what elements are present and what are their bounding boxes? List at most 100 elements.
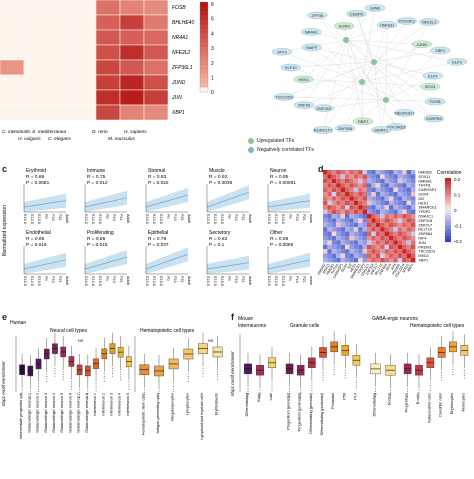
- corr-cell: [402, 170, 407, 175]
- panel-e: Human Neural cell types Hematopoietic cell…: [0, 314, 230, 474]
- corr-cell: [340, 218, 345, 223]
- outlier-point: [322, 374, 324, 376]
- category-label: Erythrocytes: [450, 393, 454, 414]
- corr-cell: [336, 200, 341, 206]
- corr-cell: [389, 174, 394, 179]
- corr-cell: [406, 209, 411, 214]
- corr-gene-label: MLLT10: [418, 228, 432, 232]
- category-label: Megakaryocytes: [171, 393, 175, 421]
- corr-cell: [336, 231, 341, 236]
- trend-line: [23, 259, 67, 270]
- corr-cell: [367, 227, 372, 232]
- category-label: Progenitors: [405, 393, 409, 413]
- legend-blue-dot-icon: [248, 147, 254, 153]
- outlier-point: [311, 387, 313, 389]
- network-node: [312, 126, 334, 134]
- heatmap-cell: [143, 59, 169, 76]
- heatmap-cell: [23, 29, 49, 46]
- x-tick: E12.5: [30, 276, 34, 286]
- corr-gene-label: XBP1: [418, 259, 428, 263]
- corr-cell: [358, 222, 363, 228]
- corr-gene-label: HES1: [418, 201, 428, 205]
- trend-line: [145, 253, 189, 270]
- outlier-point: [407, 390, 409, 392]
- network-edge: [361, 81, 364, 122]
- panel-f-label: f: [231, 312, 234, 322]
- corr-cell: [402, 231, 407, 236]
- outlier-point: [390, 389, 391, 391]
- outlier-point: [271, 382, 273, 384]
- x-tick: E12.5: [213, 214, 217, 224]
- corr-cell: [384, 258, 389, 263]
- outlier-point: [202, 368, 204, 370]
- category-label: Interneuron 5: [126, 393, 130, 416]
- network-node: [346, 10, 367, 18]
- corr-cell: [397, 236, 403, 241]
- corr-cell: [331, 258, 337, 263]
- group-neural: Neural cell types: [50, 328, 87, 334]
- colorbar-segment: [445, 235, 451, 239]
- corr-cell: [397, 244, 403, 250]
- corr-cell: [345, 258, 350, 263]
- corr-cell: [349, 187, 354, 192]
- colorbar-tick: 1: [211, 76, 214, 82]
- category-label: Progenitors (postnatal): [298, 392, 302, 431]
- heatmap-cell: [119, 104, 145, 121]
- network-node-label: ZNF536: [338, 126, 353, 131]
- heatmap-cell: [0, 29, 25, 46]
- corr-cell: [353, 214, 359, 219]
- corr-cell: [375, 170, 381, 175]
- corr-cell: [353, 253, 359, 258]
- outlier-point: [143, 391, 145, 393]
- outlier-point: [322, 371, 324, 373]
- heatmap-cell: [95, 44, 121, 61]
- corr-cell: [397, 227, 403, 232]
- outlier-point: [128, 381, 130, 383]
- corr-cell: [375, 240, 381, 245]
- corr-gene-label: JUN: [418, 241, 426, 245]
- colorbar-segment: [445, 184, 451, 188]
- gene-label: FOSB: [172, 5, 186, 11]
- network-node: [313, 104, 334, 112]
- network-node-label: ATF3: [277, 49, 287, 54]
- corr-gene-label: ID2: [418, 197, 424, 201]
- outlier-point: [120, 376, 122, 378]
- corr-cell: [384, 240, 389, 245]
- x-tick: P10: [295, 276, 299, 283]
- colorbar-segment: [200, 83, 208, 88]
- group-gaba: GABA-ergic neurons: [372, 316, 418, 322]
- heatmap-cell: [23, 0, 49, 16]
- heatmap-cell: [71, 0, 97, 16]
- outlier-point: [375, 388, 376, 390]
- network-node: [280, 63, 301, 72]
- corr-cell: [323, 227, 328, 232]
- corr-cell: [362, 236, 367, 241]
- corr-cell: [406, 258, 411, 263]
- corr-cell: [358, 258, 363, 263]
- network-node: [293, 101, 315, 109]
- corr-cell: [389, 205, 394, 210]
- corr-cell: [345, 187, 350, 192]
- corr-cell: [402, 253, 407, 258]
- network-edge: [345, 99, 387, 129]
- outlier-point: [344, 377, 346, 379]
- category-label: Glutamatergic neuron 5: [60, 393, 64, 433]
- heatmap-cell: [143, 89, 169, 106]
- corr-cell: [389, 200, 394, 206]
- outlier-point: [463, 374, 465, 376]
- corr-cell: [367, 214, 372, 219]
- corr-cell: [349, 170, 354, 175]
- network-edge: [317, 15, 387, 101]
- x-tick: P0: [44, 276, 48, 281]
- corr-cell: [362, 222, 367, 228]
- outlier-point: [87, 395, 89, 397]
- network-edge: [345, 39, 435, 119]
- corr-cell: [384, 209, 389, 214]
- x-tick: E15.5: [37, 276, 41, 286]
- network-edge: [373, 50, 441, 63]
- outlier-point: [46, 376, 48, 378]
- corr-cell: [323, 258, 328, 263]
- corr-cell: [384, 244, 389, 250]
- corr-cell: [384, 192, 389, 197]
- colorbar-segment: [445, 238, 451, 243]
